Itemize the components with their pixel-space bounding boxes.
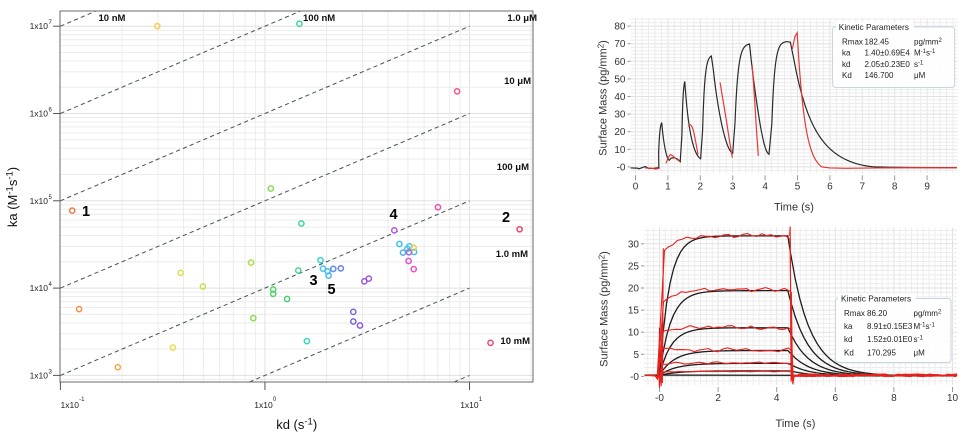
svg-text:Kd: Kd: [844, 348, 854, 357]
svg-text:s-1: s-1: [914, 335, 924, 344]
svg-text:1.52±0.01E0: 1.52±0.01E0: [867, 335, 913, 344]
svg-text:2: 2: [502, 210, 510, 226]
svg-text:70: 70: [614, 39, 626, 50]
svg-text:4: 4: [762, 181, 768, 192]
svg-text:6: 6: [49, 108, 53, 114]
svg-text:8: 8: [892, 181, 898, 192]
svg-text:5: 5: [327, 282, 335, 298]
svg-text:7: 7: [49, 20, 53, 26]
svg-text:-0: -0: [617, 162, 626, 173]
svg-text:1x10: 1x10: [254, 400, 273, 410]
svg-text:6: 6: [833, 393, 839, 404]
svg-text:5: 5: [633, 350, 639, 361]
svg-text:1x10: 1x10: [30, 109, 49, 119]
svg-text:5: 5: [49, 195, 53, 201]
svg-text:60: 60: [614, 57, 626, 68]
svg-text:10 μM: 10 μM: [504, 76, 531, 87]
svg-text:170.295: 170.295: [867, 348, 896, 357]
svg-text:86.20: 86.20: [867, 309, 888, 318]
svg-text:182.45: 182.45: [865, 38, 890, 47]
svg-text:10: 10: [628, 328, 640, 339]
svg-text:10 mM: 10 mM: [500, 336, 530, 347]
svg-text:-0: -0: [630, 372, 639, 383]
svg-text:4: 4: [389, 207, 397, 223]
svg-text:s-1: s-1: [914, 60, 924, 69]
svg-text:pg/mm2: pg/mm2: [914, 38, 942, 47]
svg-text:30: 30: [614, 110, 626, 121]
svg-text:1x10: 1x10: [30, 196, 49, 206]
svg-text:146.700: 146.700: [865, 71, 894, 80]
svg-text:25: 25: [628, 261, 640, 272]
svg-text:Surface Mass (pg/mm2): Surface Mass (pg/mm2): [597, 40, 610, 156]
svg-text:-0: -0: [655, 393, 664, 404]
svg-text:2: 2: [698, 181, 704, 192]
svg-text:pg/mm2: pg/mm2: [914, 309, 942, 318]
svg-text:Time (s): Time (s): [774, 202, 814, 214]
svg-text:1x10: 1x10: [30, 370, 49, 380]
svg-text:4: 4: [49, 282, 53, 288]
svg-text:3: 3: [309, 273, 317, 289]
svg-text:30: 30: [628, 239, 640, 250]
svg-text:100 nM: 100 nM: [303, 13, 335, 24]
svg-text:1: 1: [82, 204, 90, 220]
svg-text:Rmax: Rmax: [842, 38, 863, 47]
svg-text:M-1s-1: M-1s-1: [914, 49, 936, 58]
svg-text:1x10: 1x10: [460, 400, 479, 410]
svg-text:15: 15: [628, 306, 640, 317]
svg-text:10: 10: [614, 145, 626, 156]
svg-text:0: 0: [273, 397, 277, 403]
svg-text:2: 2: [715, 393, 721, 404]
svg-text:3: 3: [730, 181, 736, 192]
svg-text:7: 7: [860, 181, 866, 192]
svg-text:50: 50: [614, 74, 626, 85]
svg-text:kd: kd: [844, 335, 852, 344]
svg-text:μM: μM: [914, 348, 926, 357]
svg-text:8.91±0.15E3: 8.91±0.15E3: [867, 322, 913, 331]
svg-text:1.40±0.69E4: 1.40±0.69E4: [865, 49, 911, 58]
svg-text:kd: kd: [842, 60, 850, 69]
svg-text:10: 10: [947, 393, 959, 404]
svg-text:ka: ka: [844, 322, 853, 331]
svg-text:80: 80: [614, 22, 626, 33]
svg-text:1x10: 1x10: [30, 283, 49, 293]
svg-text:10 nM: 10 nM: [99, 13, 126, 24]
svg-text:5: 5: [795, 181, 801, 192]
svg-text:1: 1: [665, 181, 671, 192]
svg-text:Kinetic Parameters: Kinetic Parameters: [841, 294, 911, 304]
svg-text:ka: ka: [842, 49, 851, 58]
svg-text:μM: μM: [914, 71, 926, 80]
svg-text:20: 20: [628, 284, 640, 295]
svg-text:-1: -1: [79, 397, 85, 403]
svg-text:1x10: 1x10: [30, 21, 49, 31]
svg-text:1.0 μM: 1.0 μM: [507, 13, 537, 24]
svg-text:1: 1: [479, 397, 483, 403]
svg-text:1.0 mM: 1.0 mM: [496, 249, 528, 260]
svg-text:0: 0: [633, 181, 639, 192]
svg-text:Time (s): Time (s): [776, 418, 816, 430]
svg-text:Kinetic Parameters: Kinetic Parameters: [839, 22, 909, 32]
svg-text:9: 9: [924, 181, 930, 192]
svg-text:2.05±0.23E0: 2.05±0.23E0: [865, 60, 911, 69]
svg-text:3: 3: [49, 369, 53, 375]
svg-text:4: 4: [774, 393, 780, 404]
svg-text:Kd: Kd: [842, 71, 852, 80]
svg-text:1x10: 1x10: [61, 400, 80, 410]
svg-text:8: 8: [891, 393, 897, 404]
svg-text:M-1s-1: M-1s-1: [914, 322, 936, 331]
svg-text:40: 40: [614, 92, 626, 103]
svg-text:Surface Mass (pg/mm2): Surface Mass (pg/mm2): [598, 251, 611, 367]
svg-text:Rmax: Rmax: [844, 309, 865, 318]
svg-text:20: 20: [614, 127, 626, 138]
svg-text:100 μM: 100 μM: [497, 162, 529, 173]
svg-text:ka (M-1s-1): ka (M-1s-1): [5, 167, 21, 227]
svg-text:6: 6: [827, 181, 833, 192]
